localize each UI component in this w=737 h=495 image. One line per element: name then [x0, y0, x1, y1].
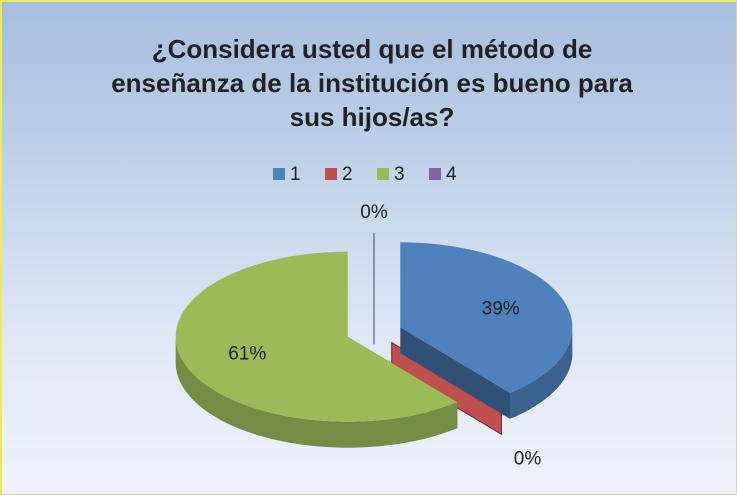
legend-swatch	[429, 168, 441, 180]
slice	[400, 242, 573, 393]
legend-swatch	[377, 168, 389, 180]
legend-label: 4	[446, 164, 457, 185]
legend-label: 1	[290, 164, 301, 185]
data-label: 39%	[482, 298, 520, 319]
slice	[175, 251, 458, 422]
slice-side	[175, 336, 458, 448]
slice-wall	[400, 327, 510, 419]
data-label: 0%	[360, 202, 388, 223]
slice-side	[510, 327, 573, 419]
data-label: 0%	[514, 449, 542, 470]
legend-swatch	[325, 168, 337, 180]
legend-label: 3	[394, 164, 405, 185]
legend-swatch	[273, 168, 285, 180]
legend-label: 2	[342, 164, 353, 185]
chart-title: ¿Considera usted que el método de enseña…	[111, 34, 633, 132]
data-label: 61%	[228, 344, 266, 365]
